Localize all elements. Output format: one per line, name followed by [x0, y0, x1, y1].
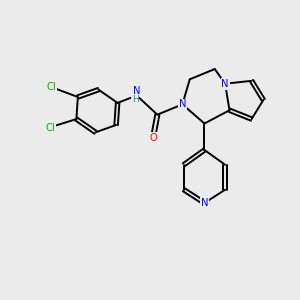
Text: N: N: [178, 99, 186, 110]
Text: N: N: [221, 79, 229, 89]
Text: O: O: [149, 133, 157, 143]
Text: Cl: Cl: [46, 82, 56, 92]
Text: N: N: [201, 198, 208, 208]
Text: N: N: [133, 86, 140, 96]
Text: Cl: Cl: [45, 123, 55, 133]
Text: H: H: [132, 95, 139, 104]
